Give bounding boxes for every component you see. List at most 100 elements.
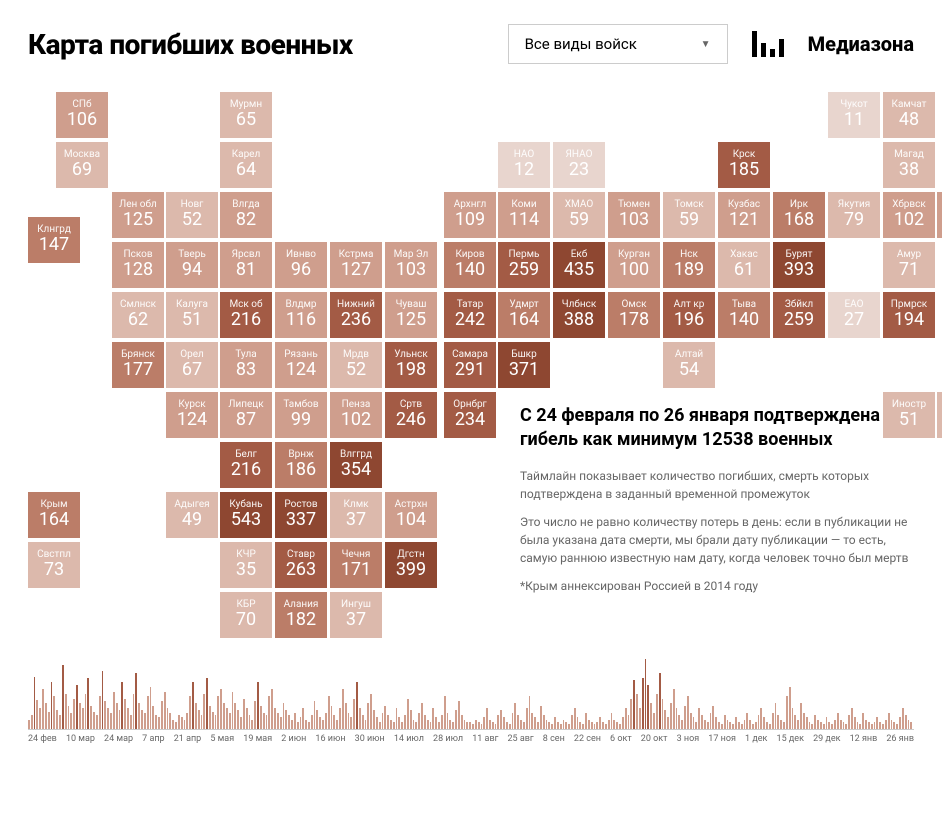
- region-cell[interactable]: Мурмн65: [220, 92, 272, 138]
- region-cell[interactable]: Клмк37: [330, 492, 382, 538]
- timeline-bar: [130, 715, 132, 729]
- region-cell[interactable]: ЯНАО23: [553, 142, 605, 188]
- region-cell[interactable]: Чукот11: [828, 92, 880, 138]
- region-cell[interactable]: ХМАО59: [553, 192, 605, 238]
- region-cell[interactable]: Лен обл125: [112, 192, 164, 238]
- region-cell[interactable]: Самара291: [444, 342, 496, 388]
- region-cell[interactable]: Екб435: [553, 242, 605, 288]
- region-cell[interactable]: Тамбов99: [275, 392, 327, 438]
- region-cell[interactable]: Кузбас121: [718, 192, 770, 238]
- region-cell[interactable]: Тула83: [220, 342, 272, 388]
- region-cell[interactable]: Чечня171: [330, 542, 382, 588]
- region-cell[interactable]: Тверь94: [166, 242, 218, 288]
- region-cell[interactable]: Члбнск388: [553, 292, 605, 338]
- region-cell[interactable]: Ярсвл81: [220, 242, 272, 288]
- region-value: 71: [899, 261, 919, 280]
- region-cell[interactable]: Омск178: [608, 292, 660, 338]
- region-cell[interactable]: Удмрт164: [498, 292, 550, 338]
- region-cell[interactable]: Орнбрг234: [444, 392, 496, 438]
- region-cell[interactable]: Влггрд354: [330, 442, 382, 488]
- region-cell[interactable]: Алания182: [275, 592, 327, 638]
- region-cell[interactable]: Камчат48: [883, 92, 935, 138]
- region-cell[interactable]: Дгстн399: [385, 542, 437, 588]
- region-cell[interactable]: Иностр51: [883, 392, 935, 438]
- region-cell[interactable]: Збйкл259: [773, 292, 825, 338]
- timeline-bar: [356, 682, 358, 729]
- region-cell[interactable]: Влгда82: [220, 192, 272, 238]
- region-cell[interactable]: Сах обл106: [937, 192, 942, 238]
- region-cell[interactable]: Нзвстн40: [937, 392, 942, 438]
- region-cell[interactable]: Амур71: [883, 242, 935, 288]
- region-cell[interactable]: Хбрвск102: [883, 192, 935, 238]
- region-cell[interactable]: Пермь259: [498, 242, 550, 288]
- region-cell[interactable]: Сртв246: [385, 392, 437, 438]
- region-cell[interactable]: Тыва140: [718, 292, 770, 338]
- region-cell[interactable]: Коми114: [498, 192, 550, 238]
- region-cell[interactable]: Клнгрд147: [28, 217, 80, 263]
- region-cell[interactable]: Влдмр116: [275, 292, 327, 338]
- timeline-bar: [514, 703, 516, 729]
- region-cell[interactable]: Мск об216: [220, 292, 272, 338]
- region-label: Ставр: [287, 550, 315, 561]
- region-cell[interactable]: Брянск177: [112, 342, 164, 388]
- region-label: Чукот: [840, 100, 867, 111]
- region-cell[interactable]: Бурят393: [773, 242, 825, 288]
- region-cell[interactable]: Кубань543: [220, 492, 272, 538]
- region-cell[interactable]: НАО12: [498, 142, 550, 188]
- timeline-bar: [828, 722, 830, 729]
- region-cell[interactable]: Астрхн104: [385, 492, 437, 538]
- region-cell[interactable]: Псков128: [112, 242, 164, 288]
- region-cell[interactable]: Крск185: [718, 142, 770, 188]
- region-cell[interactable]: Киров140: [444, 242, 496, 288]
- timeline-bar: [905, 715, 907, 729]
- region-cell[interactable]: Алтай54: [663, 342, 715, 388]
- region-cell[interactable]: Алт кр196: [663, 292, 715, 338]
- region-cell[interactable]: Мрдв52: [330, 342, 382, 388]
- region-cell[interactable]: Врнж186: [275, 442, 327, 488]
- timeline-bar: [455, 710, 457, 729]
- region-cell[interactable]: Чуваш125: [385, 292, 437, 338]
- region-cell[interactable]: Пенза102: [330, 392, 382, 438]
- region-cell[interactable]: Липецк87: [220, 392, 272, 438]
- region-cell[interactable]: Рязань124: [275, 342, 327, 388]
- region-cell[interactable]: Орел67: [166, 342, 218, 388]
- region-cell[interactable]: Архнгл109: [444, 192, 496, 238]
- region-cell[interactable]: Тюмен103: [608, 192, 660, 238]
- region-cell[interactable]: Курган100: [608, 242, 660, 288]
- region-cell[interactable]: Ростов337: [275, 492, 327, 538]
- troop-type-dropdown[interactable]: Все виды войск ▼: [508, 24, 728, 64]
- region-cell[interactable]: Смлнск62: [112, 292, 164, 338]
- region-cell[interactable]: Адыгея49: [166, 492, 218, 538]
- region-cell[interactable]: Новг52: [166, 192, 218, 238]
- region-cell[interactable]: Хакас61: [718, 242, 770, 288]
- region-cell[interactable]: КБР70: [220, 592, 272, 638]
- region-cell[interactable]: Крым164: [28, 492, 80, 538]
- region-cell[interactable]: Ингуш37: [330, 592, 382, 638]
- region-cell[interactable]: ЕАО27: [828, 292, 880, 338]
- region-cell[interactable]: Татар242: [444, 292, 496, 338]
- region-cell[interactable]: Якутия79: [828, 192, 880, 238]
- region-cell[interactable]: Свстпл73: [28, 542, 80, 588]
- region-cell[interactable]: Томск59: [663, 192, 715, 238]
- region-cell[interactable]: Белг216: [220, 442, 272, 488]
- timeline-bar: [718, 722, 720, 729]
- region-cell[interactable]: Кстрма127: [330, 242, 382, 288]
- region-cell[interactable]: Нск189: [663, 242, 715, 288]
- region-cell[interactable]: Бшкр371: [498, 342, 550, 388]
- region-cell[interactable]: Ульнск198: [385, 342, 437, 388]
- region-cell[interactable]: Карел64: [220, 142, 272, 188]
- region-label: Ульнск: [394, 350, 428, 361]
- region-cell[interactable]: Калуга51: [166, 292, 218, 338]
- region-cell[interactable]: СПб106: [56, 92, 108, 138]
- region-cell[interactable]: Ирк168: [773, 192, 825, 238]
- region-cell[interactable]: Москва69: [56, 142, 108, 188]
- region-cell[interactable]: Прмрск194: [883, 292, 935, 338]
- region-cell[interactable]: Магад38: [883, 142, 935, 188]
- region-cell[interactable]: Нижний236: [330, 292, 382, 338]
- region-cell[interactable]: Мар Эл103: [385, 242, 437, 288]
- region-cell[interactable]: Ивнво96: [275, 242, 327, 288]
- region-cell[interactable]: КЧР35: [220, 542, 272, 588]
- region-cell[interactable]: Ставр263: [275, 542, 327, 588]
- region-cell[interactable]: Курск124: [166, 392, 218, 438]
- timeline-bar: [775, 703, 777, 729]
